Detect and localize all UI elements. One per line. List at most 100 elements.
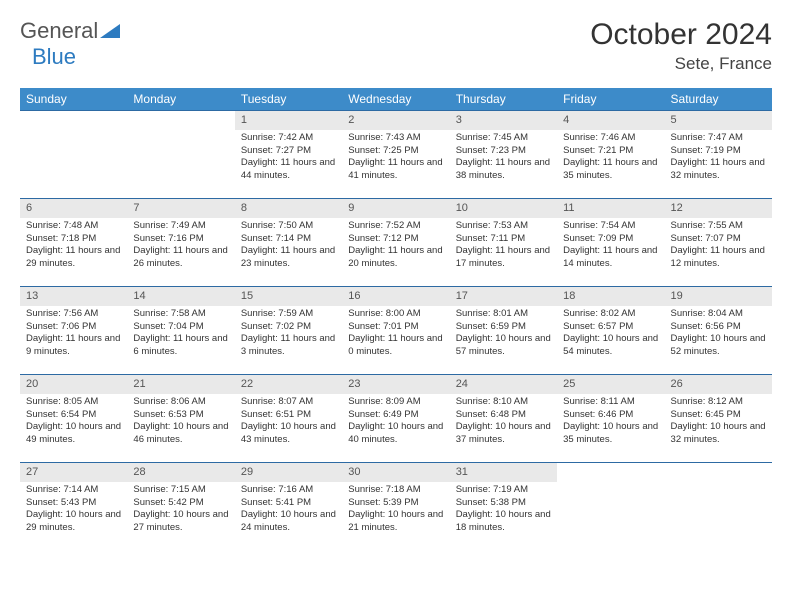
calendar-cell: 5Sunrise: 7:47 AMSunset: 7:19 PMDaylight… <box>665 111 772 199</box>
sunrise-line: Sunrise: 8:12 AM <box>671 396 766 409</box>
calendar-cell: 24Sunrise: 8:10 AMSunset: 6:48 PMDayligh… <box>450 375 557 463</box>
sunset-line: Sunset: 5:39 PM <box>348 497 443 510</box>
calendar-row: 13Sunrise: 7:56 AMSunset: 7:06 PMDayligh… <box>20 287 772 375</box>
calendar-row: 20Sunrise: 8:05 AMSunset: 6:54 PMDayligh… <box>20 375 772 463</box>
day-details: Sunrise: 7:48 AMSunset: 7:18 PMDaylight:… <box>20 218 127 275</box>
sunrise-line: Sunrise: 7:55 AM <box>671 220 766 233</box>
day-details: Sunrise: 8:07 AMSunset: 6:51 PMDaylight:… <box>235 394 342 451</box>
day-number: 25 <box>557 375 664 394</box>
calendar-cell <box>665 463 772 551</box>
weekday-header: Sunday <box>20 88 127 111</box>
daylight-line: Daylight: 11 hours and 26 minutes. <box>133 245 228 271</box>
calendar-cell: 20Sunrise: 8:05 AMSunset: 6:54 PMDayligh… <box>20 375 127 463</box>
sunrise-line: Sunrise: 7:18 AM <box>348 484 443 497</box>
daylight-line: Daylight: 11 hours and 14 minutes. <box>563 245 658 271</box>
sunset-line: Sunset: 6:56 PM <box>671 321 766 334</box>
sunset-line: Sunset: 6:49 PM <box>348 409 443 422</box>
daylight-line: Daylight: 11 hours and 9 minutes. <box>26 333 121 359</box>
calendar-cell: 15Sunrise: 7:59 AMSunset: 7:02 PMDayligh… <box>235 287 342 375</box>
day-details: Sunrise: 8:09 AMSunset: 6:49 PMDaylight:… <box>342 394 449 451</box>
sunset-line: Sunset: 7:18 PM <box>26 233 121 246</box>
daylight-line: Daylight: 11 hours and 29 minutes. <box>26 245 121 271</box>
day-details: Sunrise: 8:10 AMSunset: 6:48 PMDaylight:… <box>450 394 557 451</box>
sunset-line: Sunset: 5:38 PM <box>456 497 551 510</box>
calendar-cell: 7 Sunrise: 7:49 AMSunset: 7:16 PMDaylight… <box>127 199 234 287</box>
sunrise-line: Sunrise: 8:01 AM <box>456 308 551 321</box>
calendar-cell: 13Sunrise: 7:56 AMSunset: 7:06 PMDayligh… <box>20 287 127 375</box>
sunrise-line: Sunrise: 8:06 AM <box>133 396 228 409</box>
sunrise-line: Sunrise: 8:11 AM <box>563 396 658 409</box>
day-number: 14 <box>127 287 234 306</box>
day-number: 31 <box>450 463 557 482</box>
day-number: 19 <box>665 287 772 306</box>
daylight-line: Daylight: 10 hours and 57 minutes. <box>456 333 551 359</box>
calendar-cell: 11Sunrise: 7:54 AMSunset: 7:09 PMDayligh… <box>557 199 664 287</box>
sunrise-line: Sunrise: 7:46 AM <box>563 132 658 145</box>
day-details: Sunrise: 7:16 AMSunset: 5:41 PMDaylight:… <box>235 482 342 539</box>
calendar-cell: 26Sunrise: 8:12 AMSunset: 6:45 PMDayligh… <box>665 375 772 463</box>
day-number: 29 <box>235 463 342 482</box>
daylight-line: Daylight: 11 hours and 38 minutes. <box>456 157 551 183</box>
day-number: 5 <box>665 111 772 130</box>
sunrise-line: Sunrise: 7:53 AM <box>456 220 551 233</box>
sunset-line: Sunset: 7:04 PM <box>133 321 228 334</box>
sunset-line: Sunset: 7:09 PM <box>563 233 658 246</box>
sunrise-line: Sunrise: 7:59 AM <box>241 308 336 321</box>
sunrise-line: Sunrise: 8:10 AM <box>456 396 551 409</box>
day-number: 22 <box>235 375 342 394</box>
day-number: 21 <box>127 375 234 394</box>
day-number: 7 <box>127 199 234 218</box>
sunrise-line: Sunrise: 7:49 AM <box>133 220 228 233</box>
calendar-row: 27Sunrise: 7:14 AMSunset: 5:43 PMDayligh… <box>20 463 772 551</box>
day-number: 23 <box>342 375 449 394</box>
sunset-line: Sunset: 6:45 PM <box>671 409 766 422</box>
day-number: 6 <box>20 199 127 218</box>
calendar-cell <box>127 111 234 199</box>
calendar-cell: 12Sunrise: 7:55 AMSunset: 7:07 PMDayligh… <box>665 199 772 287</box>
weekday-header: Friday <box>557 88 664 111</box>
sunrise-line: Sunrise: 7:50 AM <box>241 220 336 233</box>
daylight-line: Daylight: 11 hours and 6 minutes. <box>133 333 228 359</box>
sunset-line: Sunset: 6:57 PM <box>563 321 658 334</box>
sunset-line: Sunset: 7:21 PM <box>563 145 658 158</box>
day-details: Sunrise: 7:42 AMSunset: 7:27 PMDaylight:… <box>235 130 342 187</box>
daylight-line: Daylight: 11 hours and 20 minutes. <box>348 245 443 271</box>
calendar-cell <box>20 111 127 199</box>
sunset-line: Sunset: 7:23 PM <box>456 145 551 158</box>
daylight-line: Daylight: 10 hours and 35 minutes. <box>563 421 658 447</box>
calendar-cell: 14Sunrise: 7:58 AMSunset: 7:04 PMDayligh… <box>127 287 234 375</box>
sunset-line: Sunset: 7:25 PM <box>348 145 443 158</box>
page-title: October 2024 <box>590 18 772 52</box>
day-number: 4 <box>557 111 664 130</box>
day-details: Sunrise: 8:01 AMSunset: 6:59 PMDaylight:… <box>450 306 557 363</box>
calendar-cell: 16Sunrise: 8:00 AMSunset: 7:01 PMDayligh… <box>342 287 449 375</box>
sunset-line: Sunset: 7:11 PM <box>456 233 551 246</box>
daylight-line: Daylight: 11 hours and 17 minutes. <box>456 245 551 271</box>
calendar-cell: 8Sunrise: 7:50 AMSunset: 7:14 PMDaylight… <box>235 199 342 287</box>
day-details: Sunrise: 8:12 AMSunset: 6:45 PMDaylight:… <box>665 394 772 451</box>
sunrise-line: Sunrise: 7:52 AM <box>348 220 443 233</box>
calendar-cell: 2Sunrise: 7:43 AMSunset: 7:25 PMDaylight… <box>342 111 449 199</box>
day-details: Sunrise: 7:54 AMSunset: 7:09 PMDaylight:… <box>557 218 664 275</box>
sunset-line: Sunset: 5:41 PM <box>241 497 336 510</box>
daylight-line: Daylight: 10 hours and 27 minutes. <box>133 509 228 535</box>
daylight-line: Daylight: 10 hours and 40 minutes. <box>348 421 443 447</box>
day-details: Sunrise: 8:06 AMSunset: 6:53 PMDaylight:… <box>127 394 234 451</box>
sunset-line: Sunset: 6:48 PM <box>456 409 551 422</box>
daylight-line: Daylight: 11 hours and 3 minutes. <box>241 333 336 359</box>
day-details: Sunrise: 7:43 AMSunset: 7:25 PMDaylight:… <box>342 130 449 187</box>
logo: General <box>20 18 122 44</box>
daylight-line: Daylight: 11 hours and 0 minutes. <box>348 333 443 359</box>
calendar-cell <box>557 463 664 551</box>
daylight-line: Daylight: 10 hours and 29 minutes. <box>26 509 121 535</box>
calendar-cell: 23Sunrise: 8:09 AMSunset: 6:49 PMDayligh… <box>342 375 449 463</box>
day-number: 9 <box>342 199 449 218</box>
day-number: 18 <box>557 287 664 306</box>
day-number: 13 <box>20 287 127 306</box>
sunset-line: Sunset: 7:16 PM <box>133 233 228 246</box>
sunset-line: Sunset: 5:42 PM <box>133 497 228 510</box>
daylight-line: Daylight: 10 hours and 52 minutes. <box>671 333 766 359</box>
calendar-cell: 4Sunrise: 7:46 AMSunset: 7:21 PMDaylight… <box>557 111 664 199</box>
day-number: 11 <box>557 199 664 218</box>
day-number: 20 <box>20 375 127 394</box>
